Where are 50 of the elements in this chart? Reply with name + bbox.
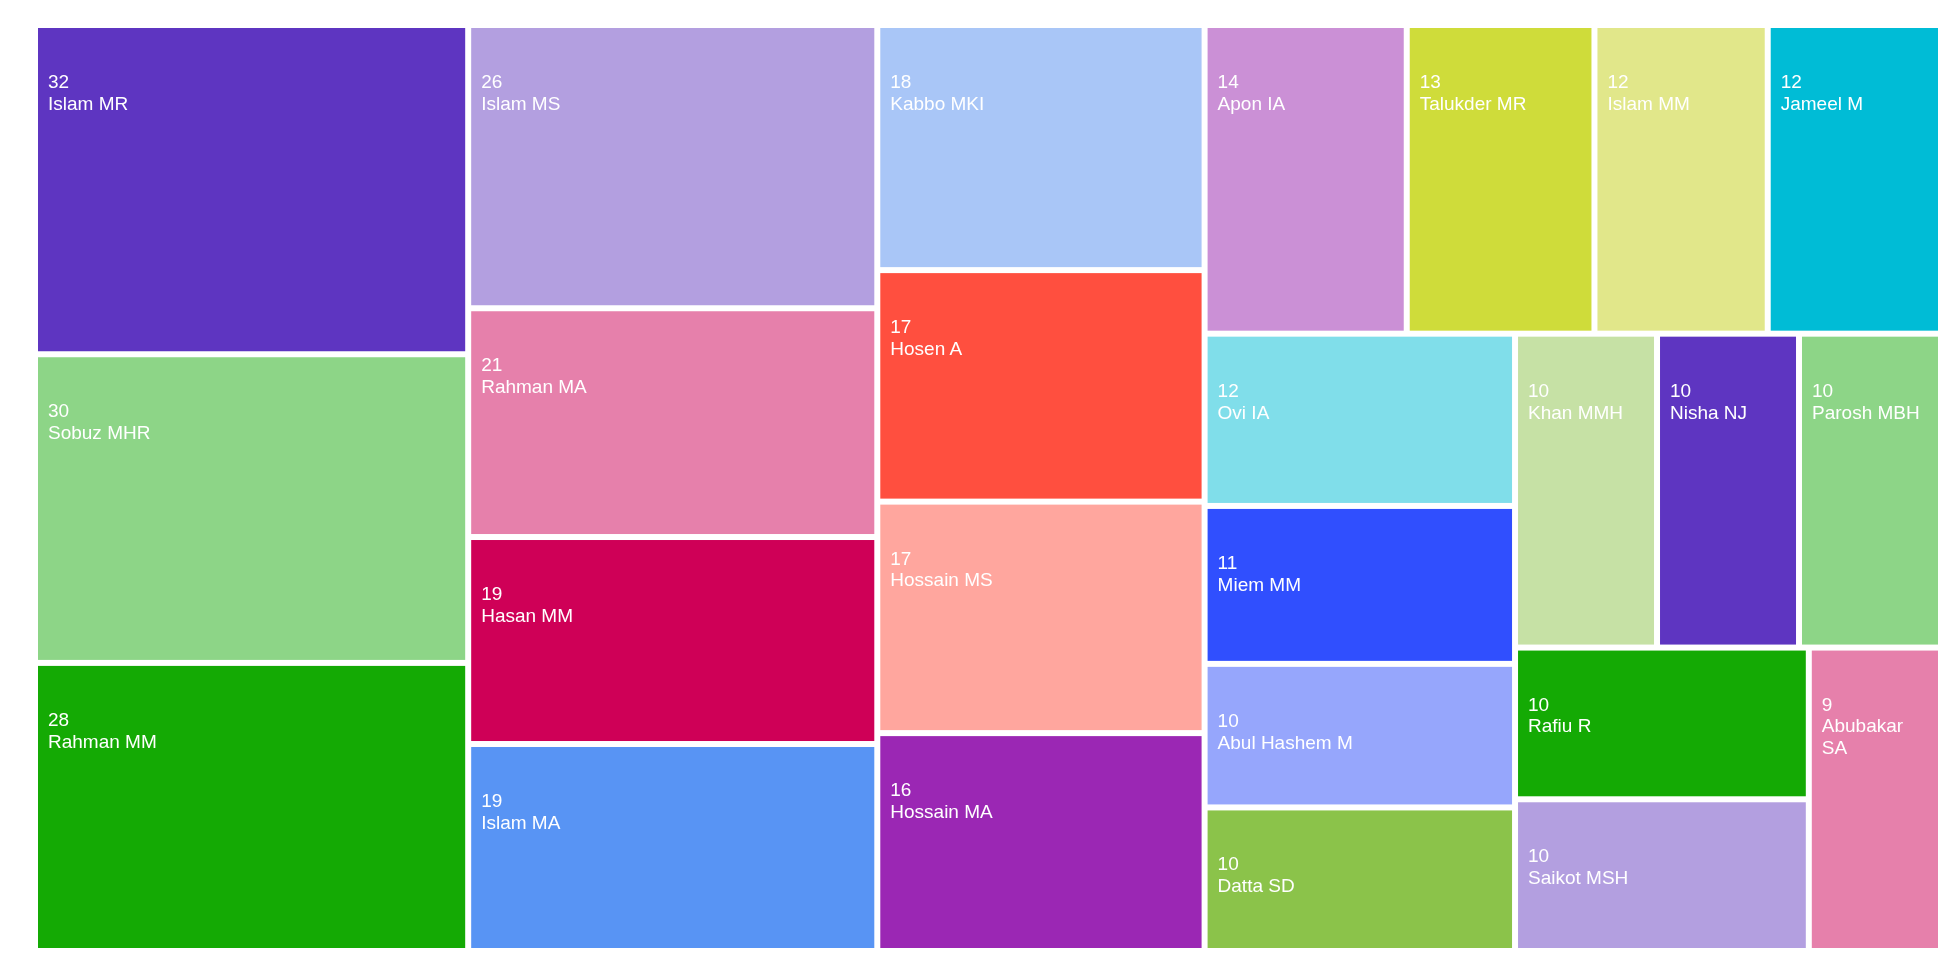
- data-label: 12: [1780, 71, 1802, 92]
- category-label: Kabbo MKI: [890, 92, 985, 114]
- data-label: 10: [1528, 845, 1550, 867]
- data-label: 14: [1217, 71, 1240, 92]
- data-label: 9: [1821, 693, 1833, 715]
- data-label: 26: [481, 71, 503, 92]
- category-label: Datta SD: [1217, 875, 1295, 897]
- category-label: Abubakar SA: [1821, 715, 1904, 759]
- category-label: Saikot MSH: [1528, 867, 1629, 889]
- category-label: Hossain MS: [890, 569, 993, 591]
- data-label: 10: [1528, 379, 1550, 401]
- category-label: Jameel M: [1780, 92, 1864, 114]
- data-label: 13: [1419, 71, 1441, 92]
- data-label: 10: [1670, 379, 1692, 401]
- data-label: 17: [890, 547, 912, 569]
- data-label: 10: [1217, 709, 1239, 731]
- category-label: Rahman MM: [48, 730, 157, 752]
- category-label: Hosen A: [890, 337, 963, 359]
- data-label: 10: [1217, 853, 1239, 875]
- category-label: Apon IA: [1217, 92, 1286, 114]
- category-label: Hossain MA: [890, 800, 994, 822]
- data-label: 17: [890, 316, 912, 338]
- data-label: 28: [48, 708, 70, 730]
- category-label: Islam MA: [481, 811, 561, 833]
- category-label: Islam MR: [48, 92, 129, 114]
- category-label: Khan MMH: [1528, 401, 1624, 423]
- category-label: Miem MM: [1217, 573, 1301, 595]
- category-label: Nisha NJ: [1670, 401, 1748, 423]
- data-label: 21: [481, 354, 503, 376]
- category-label: Ovi IA: [1217, 401, 1270, 423]
- category-label: Talukder MR: [1419, 92, 1527, 114]
- data-label: 10: [1812, 379, 1834, 401]
- data-label: 18: [890, 71, 912, 92]
- category-label: Hasan MM: [481, 604, 574, 626]
- category-label: Islam MS: [481, 92, 561, 114]
- data-label: 10: [1528, 693, 1550, 715]
- category-label: Rahman MA: [481, 376, 588, 398]
- data-label: 30: [48, 400, 70, 422]
- data-label: 16: [890, 779, 912, 801]
- category-label: Rafiu R: [1528, 715, 1592, 737]
- category-label: Islam MM: [1607, 92, 1690, 114]
- data-label: 12: [1607, 71, 1629, 92]
- data-label: 19: [481, 583, 503, 605]
- category-label: Abul Hashem M: [1217, 731, 1353, 753]
- data-label: 12: [1217, 379, 1239, 401]
- data-label: 11: [1217, 551, 1238, 573]
- data-label: 19: [481, 790, 503, 812]
- category-label: Parosh MBH: [1812, 401, 1920, 423]
- category-label: Sobuz MHR: [48, 422, 151, 444]
- data-label: 32: [48, 71, 70, 92]
